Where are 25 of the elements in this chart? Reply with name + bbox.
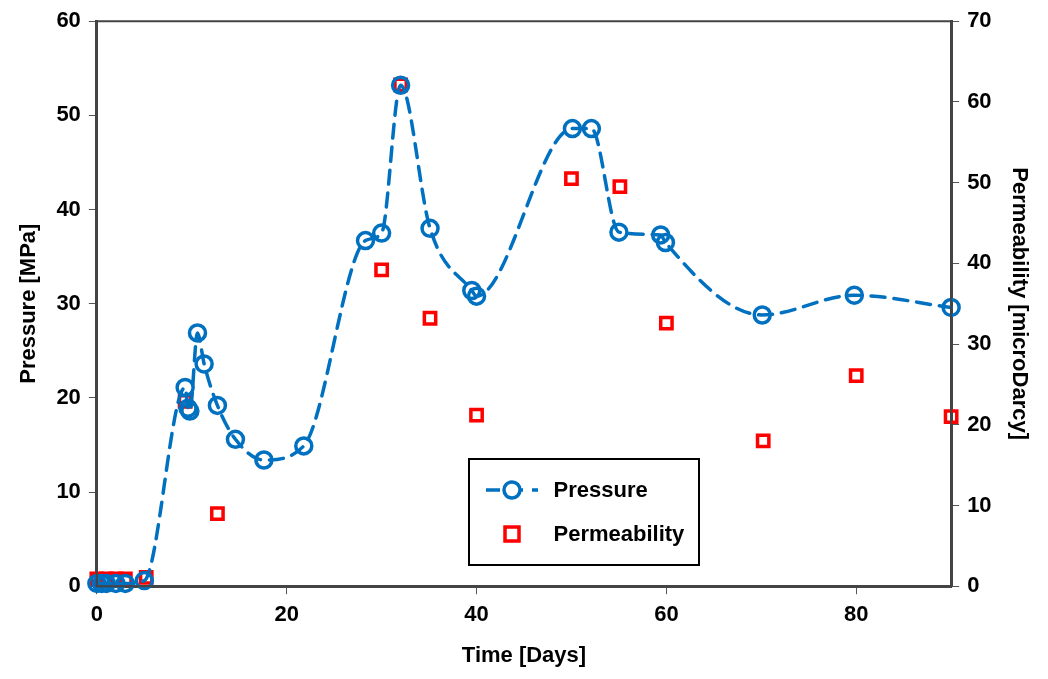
- y2-tick-label: 60: [967, 87, 992, 113]
- y2-tick-label: 70: [967, 7, 992, 33]
- y2-tick-label: 50: [967, 168, 992, 194]
- y-tick-label: 50: [56, 101, 81, 127]
- x-tick-label: 60: [654, 601, 679, 627]
- y-tick-label: 30: [56, 289, 81, 315]
- y2-axis-title: Permeability [microDarcy]: [1007, 167, 1033, 441]
- y2-tick-label: 10: [967, 491, 992, 517]
- x-tick-label: 80: [843, 601, 869, 627]
- x-tick-label: 40: [464, 601, 489, 627]
- x-axis-title: Time [Days]: [461, 641, 587, 667]
- y2-tick-label: 40: [967, 249, 992, 275]
- y-tick-label: 20: [56, 383, 81, 409]
- y-tick-label: 60: [56, 7, 81, 33]
- y2-tick-label: 30: [967, 330, 992, 356]
- y-tick-label: 40: [56, 195, 81, 221]
- y-tick-label: 10: [56, 478, 81, 504]
- legend-label: Permeability: [553, 521, 685, 548]
- y-axis-title: Pressure [MPa]: [15, 223, 41, 384]
- y-tick-label: 0: [68, 572, 81, 598]
- y2-tick-label: 0: [967, 572, 980, 598]
- x-tick-label: 0: [90, 601, 103, 627]
- x-tick-label: 20: [274, 601, 299, 627]
- y2-tick-label: 20: [967, 410, 992, 436]
- legend-label: Pressure: [553, 477, 648, 504]
